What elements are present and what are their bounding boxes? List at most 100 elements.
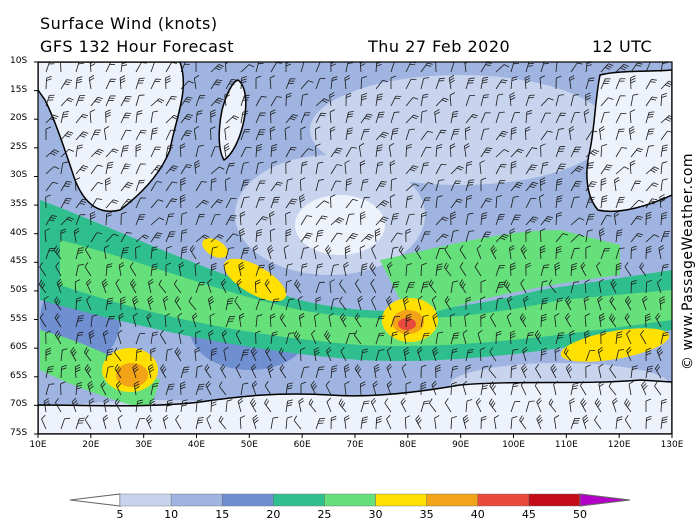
wind-barb [255, 196, 266, 209]
wind-barb [345, 127, 354, 141]
wind-barb [420, 146, 432, 158]
wind-barb [420, 162, 430, 175]
wind-barb [656, 278, 662, 294]
wind-barb [115, 278, 122, 294]
wind-barb [359, 211, 366, 226]
wind-barb [405, 228, 411, 243]
wind-barb [135, 197, 146, 209]
wind-barb [300, 161, 308, 175]
wind-barb [165, 144, 174, 158]
wind-barb [225, 162, 235, 175]
wind-barb [450, 348, 458, 362]
wind-barb [54, 296, 62, 311]
wind-barb [462, 329, 468, 345]
wind-barb [450, 280, 459, 294]
wind-barb [624, 415, 632, 430]
wind-barb [449, 92, 456, 107]
wind-barb [615, 128, 625, 141]
wind-barb [224, 126, 230, 141]
wind-barb [210, 246, 218, 260]
wind-barb [659, 194, 666, 209]
wind-barb [462, 380, 468, 396]
wind-barb [105, 297, 114, 311]
colorbar-label: 10 [164, 508, 179, 521]
wind-barb [345, 62, 354, 73]
wind-barb [539, 228, 546, 243]
wind-barb [435, 62, 437, 73]
wind-barb [75, 76, 83, 90]
wind-barb [150, 165, 164, 175]
wind-barb [585, 229, 593, 243]
antarctica-landmass [38, 379, 672, 434]
wind-barb [193, 126, 200, 141]
wind-barb [370, 397, 377, 413]
wind-barb [330, 180, 342, 192]
wind-barb [431, 295, 437, 311]
wind-barb [420, 62, 433, 73]
wind-barb [495, 180, 506, 192]
wind-barb [179, 194, 186, 209]
wind-barb [660, 178, 668, 192]
wind-barb [179, 143, 186, 158]
wind-barb [180, 96, 193, 107]
wind-barb [480, 147, 493, 158]
wind-barb [450, 365, 459, 379]
wind-barb [510, 416, 518, 430]
wind-barb [443, 262, 452, 277]
wind-barb [269, 313, 276, 328]
wind-barb [596, 261, 602, 277]
wind-barb [297, 295, 303, 311]
wind-barb [450, 62, 455, 73]
wind-barb [71, 397, 79, 413]
wind-barb [600, 164, 613, 175]
wind-barb [75, 198, 88, 209]
wind-barb [354, 364, 362, 379]
wind-barb [510, 262, 516, 277]
wind-barb [597, 295, 603, 311]
wind-barb [225, 247, 235, 260]
wind-barb [489, 381, 497, 396]
wind-barb [645, 166, 660, 175]
wind-barb [105, 348, 114, 362]
wind-barb [328, 312, 334, 328]
wind-barb [398, 245, 407, 260]
longitude-label: 130E [660, 440, 684, 450]
wind-barb [569, 75, 575, 90]
wind-barb [465, 399, 473, 413]
wind-barb [268, 261, 275, 277]
wind-barb [465, 114, 479, 124]
wind-barb [507, 295, 513, 311]
wind-barb [285, 382, 293, 396]
wind-barb [594, 415, 602, 430]
wind-barb [285, 279, 292, 294]
wind-barb [75, 144, 83, 158]
wind-barb [386, 346, 392, 362]
wind-barb [628, 126, 635, 141]
wind-barb [60, 97, 74, 107]
wind-barb [540, 97, 554, 107]
wind-barb [660, 416, 668, 430]
wind-barb [420, 197, 431, 209]
wind-barb [405, 165, 419, 175]
wind-barb [225, 399, 233, 413]
wind-barb [540, 347, 547, 362]
wind-barb [626, 346, 632, 362]
wind-barb [405, 78, 417, 90]
wind-barb [105, 177, 111, 192]
wind-barb [565, 313, 572, 328]
wind-barb [540, 280, 548, 294]
wind-barb [159, 330, 167, 345]
wind-barb [150, 382, 159, 396]
wind-barb [488, 398, 497, 413]
wind-barb [225, 233, 239, 243]
wind-barb [45, 149, 60, 158]
wind-barb [585, 213, 595, 226]
wind-barb [479, 347, 486, 362]
wind-barb [402, 295, 409, 311]
longitude-label: 110E [554, 440, 578, 450]
wind-barb [375, 79, 388, 90]
wind-barb [315, 179, 325, 192]
wind-barb [375, 111, 385, 124]
wind-barb [132, 363, 139, 379]
wind-barb [490, 313, 497, 328]
